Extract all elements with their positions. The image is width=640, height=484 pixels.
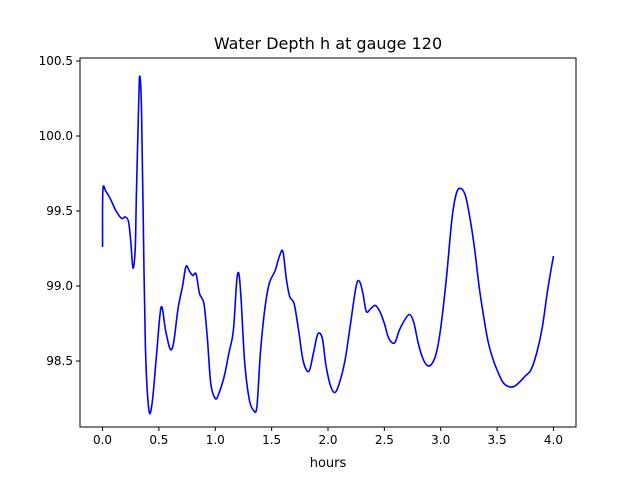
y-tick-label: 99.5 (46, 204, 73, 218)
x-tick-label: 4.0 (544, 433, 563, 447)
y-tick-label: 100.0 (39, 129, 73, 143)
x-tick-label: 1.0 (206, 433, 225, 447)
y-tick-label: 100.5 (39, 54, 73, 68)
x-tick-label: 2.0 (318, 433, 337, 447)
x-tick-label: 3.5 (488, 433, 507, 447)
x-tick-label: 2.5 (375, 433, 394, 447)
x-axis-label: hours (310, 456, 347, 471)
x-tick-label: 3.0 (431, 433, 450, 447)
x-tick-label: 1.5 (262, 433, 281, 447)
y-tick-label: 99.0 (46, 279, 73, 293)
chart-title: Water Depth h at gauge 120 (214, 34, 442, 53)
x-tick-label: 0.5 (149, 433, 168, 447)
series-line-1 (101, 75, 555, 415)
y-tick-label: 98.5 (46, 354, 73, 368)
x-tick-label: 0.0 (93, 433, 112, 447)
